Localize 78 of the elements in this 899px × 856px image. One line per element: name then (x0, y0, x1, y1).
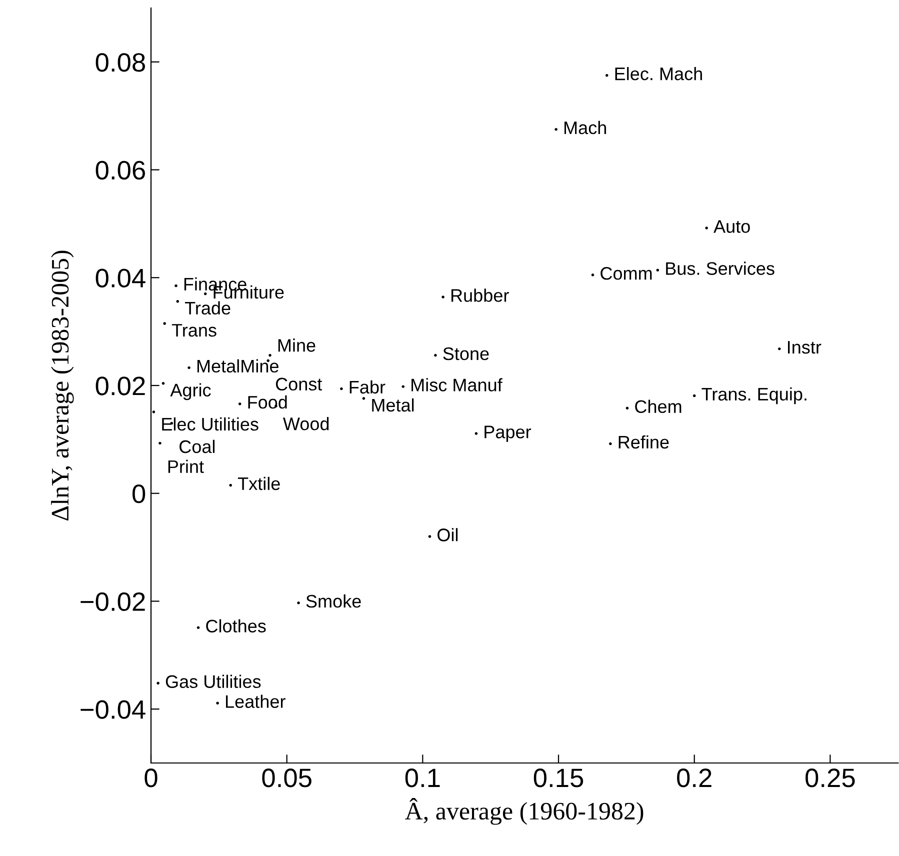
point (605, 74, 608, 77)
annotation: Coal (180, 440, 215, 454)
point (238, 402, 242, 406)
y-axis-title: ΔlnY, average (1983-2005) (51, 250, 74, 520)
annotation: Mach (564, 120, 606, 134)
annotation: Trans (172, 324, 216, 337)
point (705, 226, 708, 230)
x-axis-title: Â, average (1960-1982) (405, 798, 644, 825)
point (692, 394, 696, 398)
annotation: Wood (282, 417, 329, 430)
annotation: Gas Utilities (166, 674, 261, 688)
point (163, 322, 166, 325)
annotation: Rubber (451, 288, 509, 302)
point (442, 296, 444, 298)
y-tick-label: 0 (132, 484, 146, 504)
point (176, 300, 180, 303)
annotation: Smoke (306, 594, 361, 608)
annotation: Clothes (206, 619, 266, 632)
annotation: Misc Manuf (412, 378, 502, 392)
point (434, 354, 437, 357)
point (204, 292, 207, 296)
annotation: Paper (484, 426, 532, 442)
point (297, 601, 300, 604)
point (626, 406, 629, 410)
annotation: Agric (170, 383, 211, 400)
point (152, 410, 156, 414)
annotation: Bus. Services (666, 262, 774, 275)
annotation: Refine (618, 435, 669, 449)
annotation: Trade (184, 301, 230, 315)
point (174, 284, 178, 288)
point (188, 366, 190, 370)
annotation: Fabr (350, 380, 386, 394)
x-tick-label: 0.05 (262, 768, 312, 788)
point (196, 626, 200, 630)
point (340, 387, 343, 390)
annotation: Auto (714, 220, 750, 233)
annotation: Food (248, 395, 287, 409)
annotation: Chem (635, 400, 682, 413)
point (402, 385, 404, 388)
annotation: Const (276, 378, 322, 391)
annotation: Txtile (238, 476, 280, 490)
annotation: Print (168, 460, 204, 474)
annotation: Metal (372, 398, 414, 412)
annotation: Elec. Mach (615, 66, 702, 80)
annotation: Comm (600, 267, 652, 280)
x-tick-label: 0.2 (677, 768, 712, 788)
point (362, 397, 366, 400)
annotation: Elec Utilities (162, 417, 258, 431)
annotation: Mine (278, 338, 316, 352)
y-tick-label: 0.08 (96, 53, 145, 72)
annotation: MetalMine (197, 359, 278, 373)
y-tick-label: −0.02 (80, 592, 145, 612)
annotation: Oil (438, 528, 458, 542)
point (216, 702, 219, 705)
y-tick-label: 0.04 (96, 268, 146, 288)
point (591, 274, 594, 276)
x-tick-label: 0 (144, 768, 158, 788)
annotation: Instr (788, 341, 822, 354)
x-tick-label: 0.1 (405, 768, 440, 788)
annotation: Stone (443, 347, 489, 360)
point (656, 268, 660, 272)
point (162, 382, 165, 385)
point (156, 682, 160, 685)
point (609, 442, 612, 446)
annotation: Leather (226, 694, 286, 708)
point (474, 432, 478, 435)
y-tick-label: −0.04 (80, 700, 146, 719)
point (158, 442, 162, 445)
point (268, 354, 272, 357)
y-tick-label: 0.02 (96, 376, 145, 396)
x-tick-label: 0.15 (534, 768, 584, 788)
point (229, 484, 232, 487)
point (778, 347, 781, 350)
point (554, 128, 558, 131)
x-tick-label: 0.25 (806, 768, 855, 788)
annotation: Trans. Equip. (702, 387, 806, 404)
y-tick-label: 0.06 (96, 160, 145, 180)
point (428, 535, 432, 538)
